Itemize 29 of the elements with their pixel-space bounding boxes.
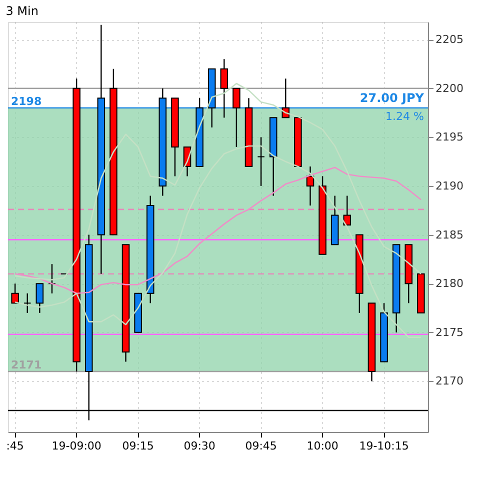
x-tick-label: 09:45: [245, 440, 277, 452]
candlestick: [48, 263, 56, 294]
x-tick-label: 09:30: [184, 440, 216, 452]
x-tick-label: 19-09:00: [52, 440, 102, 452]
candlestick: [23, 292, 32, 314]
y-tick-label: 2180: [436, 277, 464, 290]
candlestick: [306, 166, 314, 206]
x-tick-label: 19-10:15: [359, 440, 409, 452]
ref-line-label: 2198: [11, 94, 42, 108]
x-tick-label: 10:00: [306, 440, 338, 452]
y-tick-label: 2195: [436, 130, 464, 144]
chart-title: 3 Min: [6, 4, 38, 18]
y-tick-label: 2170: [436, 374, 464, 388]
annotation: 27.00 JPY: [360, 91, 424, 105]
candlestick: [257, 136, 265, 187]
x-tick-label: :45: [6, 440, 24, 452]
ref-line-label: 2171: [11, 358, 42, 372]
y-tick-label: 2200: [436, 82, 464, 95]
candlestick: [220, 58, 228, 118]
y-tick-label: 2185: [436, 228, 464, 242]
y-tick-label: 2175: [436, 326, 464, 339]
candlestick: [36, 283, 44, 314]
y-tick-label: 2190: [436, 180, 464, 192]
y-tick-label: 2205: [436, 33, 464, 46]
x-tick-label: 09:15: [122, 440, 154, 452]
line-series: [14, 166, 422, 294]
candlestick: [232, 88, 240, 148]
annotation: 1.24 %: [386, 110, 424, 123]
candlestick: [11, 283, 19, 304]
